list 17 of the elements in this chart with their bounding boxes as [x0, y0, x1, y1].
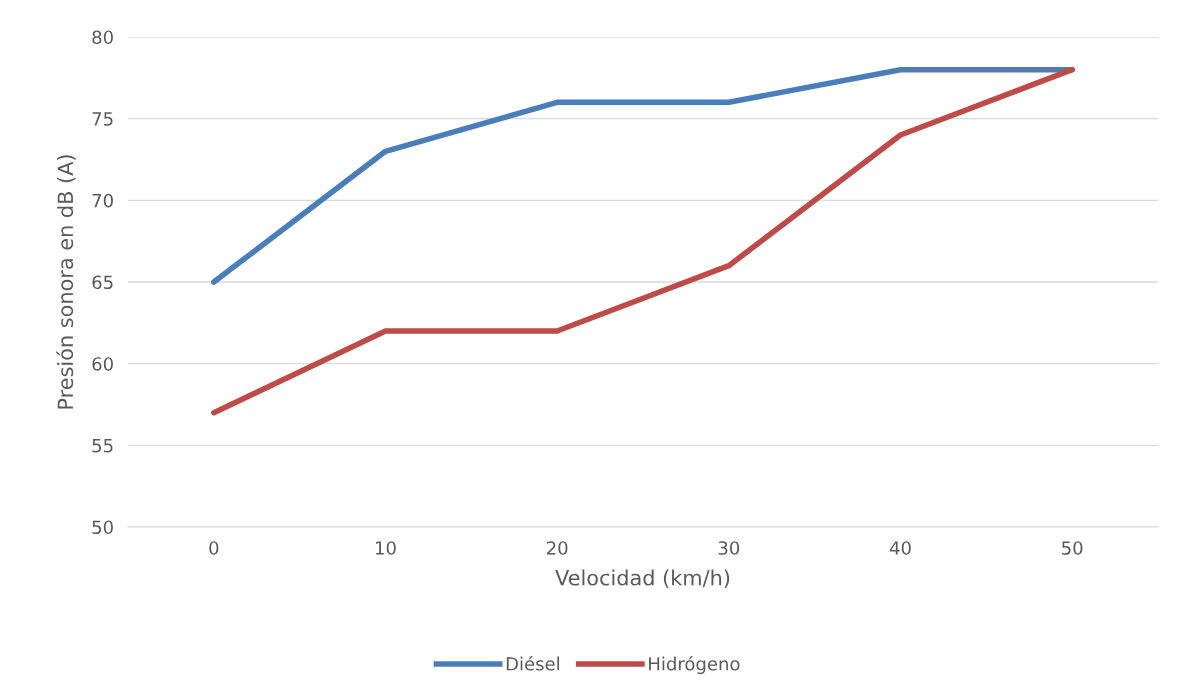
x-tick-label: 10: [376, 541, 396, 555]
x-axis-title: Velocidad (km/h): [555, 569, 730, 589]
y-tick-label: 60: [92, 357, 113, 371]
y-tick-label: 65: [92, 275, 113, 290]
x-tick-label: 0: [209, 541, 219, 555]
x-tick-label: 30: [718, 541, 740, 555]
y-tick-label: 80: [92, 30, 113, 45]
x-tick-label: 40: [889, 541, 911, 555]
x-tick-label: 50: [1062, 541, 1083, 555]
y-tick-label: 50: [92, 520, 113, 535]
y-tick-label: 70: [92, 193, 113, 208]
y-tick-label: 55: [92, 439, 113, 453]
y-tick-label: 75: [92, 112, 113, 126]
y-axis-title: Presión sonora en dB (A): [56, 155, 76, 409]
legend-label: Diésel: [506, 655, 559, 671]
x-tick-label: 20: [547, 541, 568, 555]
legend-label: Hidrógeno: [649, 655, 740, 675]
